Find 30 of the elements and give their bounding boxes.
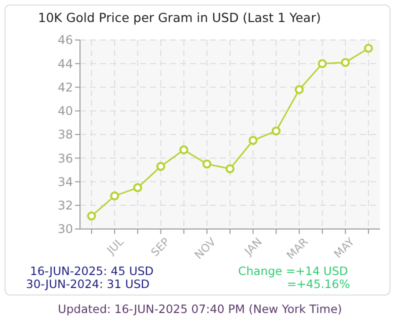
point — [226, 164, 234, 174]
text: 30-JUN-2024: 31 USD — [26, 277, 150, 291]
text: =+45.16% — [286, 277, 350, 291]
chart-title: 10K Gold Price per Gram in USD (Last 1 Year) — [38, 10, 321, 25]
point — [272, 126, 281, 136]
x-tick-label: JUL — [104, 234, 127, 258]
y-tick-label: 34 — [58, 174, 73, 189]
text: 16-JUN-2025: 45 USD — [30, 264, 154, 278]
point — [294, 85, 304, 94]
point — [110, 191, 120, 200]
y-tick-label: 32 — [58, 198, 73, 213]
point — [179, 145, 188, 154]
point — [248, 136, 258, 145]
y-tick-label: 42 — [58, 80, 73, 94]
point — [156, 162, 166, 171]
y-tick-label: 30 — [58, 222, 73, 236]
point — [340, 58, 350, 67]
y-tick-label: 46 — [58, 33, 73, 48]
point — [318, 59, 327, 68]
y-tick-label: 40 — [58, 104, 73, 118]
point — [133, 183, 142, 192]
text: Updated: 16-JUN-2025 07:40 PM (New York Time) — [58, 302, 342, 316]
point — [87, 212, 96, 221]
y-tick-label: 36 — [58, 151, 73, 166]
y-tick-label: 38 — [58, 128, 73, 142]
point — [364, 44, 373, 53]
point — [202, 160, 212, 169]
y-tick-label: 44 — [58, 56, 73, 71]
x-tick-label: SEP — [148, 235, 173, 260]
text: Change =+14 USD — [238, 264, 348, 278]
